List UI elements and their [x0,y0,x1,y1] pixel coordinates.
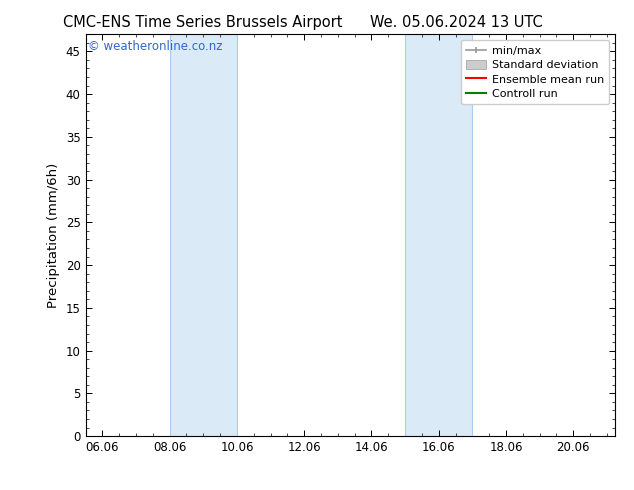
Bar [405,34,472,436]
Text: CMC-ENS Time Series Brussels Airport: CMC-ENS Time Series Brussels Airport [63,15,342,30]
Text: We. 05.06.2024 13 UTC: We. 05.06.2024 13 UTC [370,15,543,30]
Text: © weatheronline.co.nz: © weatheronline.co.nz [88,40,223,53]
Bar [170,34,237,436]
Y-axis label: Precipitation (mm/6h): Precipitation (mm/6h) [48,163,60,308]
Legend: min/max, Standard deviation, Ensemble mean run, Controll run: min/max, Standard deviation, Ensemble me… [460,40,609,104]
